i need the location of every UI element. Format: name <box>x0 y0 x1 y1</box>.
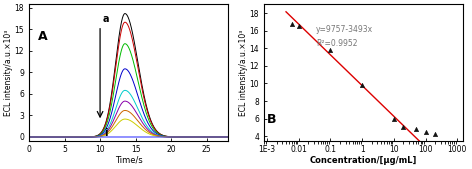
Point <box>431 133 439 136</box>
Y-axis label: ECL intensity/a.u.×10³: ECL intensity/a.u.×10³ <box>239 29 248 116</box>
Text: R²=0.9952: R²=0.9952 <box>316 39 357 48</box>
Text: a: a <box>102 14 109 24</box>
X-axis label: Concentration/[μg/mL]: Concentration/[μg/mL] <box>310 156 417 165</box>
Point <box>358 84 366 87</box>
Point <box>400 125 407 128</box>
Point <box>295 25 303 28</box>
Point <box>390 118 397 121</box>
Point <box>327 49 334 51</box>
Point <box>288 23 295 26</box>
Y-axis label: ECL intensity/a.u.×10³: ECL intensity/a.u.×10³ <box>4 29 13 116</box>
Text: y=9757-3493x: y=9757-3493x <box>316 25 373 34</box>
X-axis label: Time/s: Time/s <box>115 156 143 165</box>
Point <box>422 130 430 133</box>
Text: i: i <box>104 128 107 138</box>
Text: A: A <box>38 30 47 43</box>
Point <box>412 128 420 130</box>
Text: B: B <box>267 113 277 126</box>
